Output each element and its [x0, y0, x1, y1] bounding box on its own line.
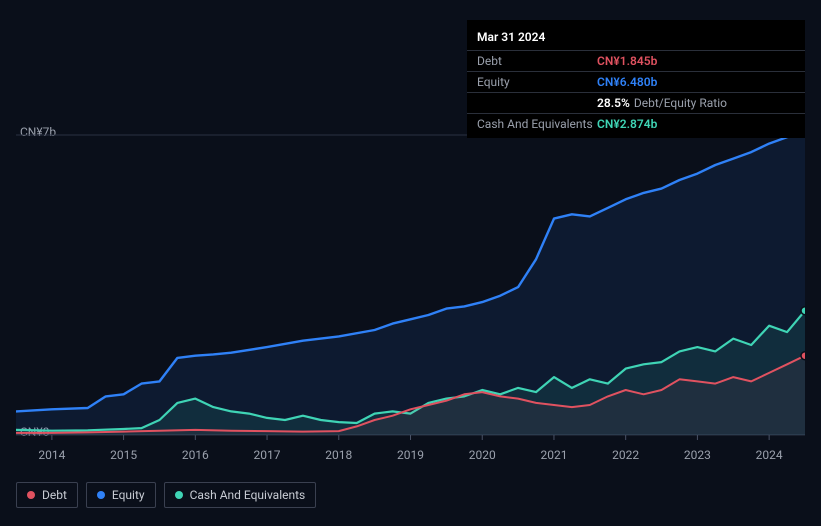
x-axis: 2014 2015 2016 2017 2018 2019 2020 2021 2022 2023… — [16, 448, 805, 468]
tooltip-panel: Mar 31 2024 Debt CN¥1.845b Equity CN¥6.4… — [467, 20, 805, 138]
tooltip-value-debt: CN¥1.845b — [597, 54, 657, 68]
legend-item-debt[interactable]: Debt — [16, 482, 78, 508]
x-tick-label: 2014 — [38, 448, 65, 462]
legend-item-equity[interactable]: Equity — [86, 482, 156, 508]
legend-label-equity: Equity — [112, 488, 145, 502]
chart-container: Mar 31 2024 Debt CN¥1.845b Equity CN¥6.4… — [0, 0, 821, 526]
tooltip-row-ratio: 28.5%Debt/Equity Ratio — [467, 92, 805, 113]
x-tick-label: 2018 — [325, 448, 352, 462]
dot-icon — [97, 491, 105, 499]
chart-plot — [16, 125, 805, 445]
x-tick-label: 2020 — [469, 448, 496, 462]
x-tick-label: 2015 — [110, 448, 137, 462]
chart-svg — [16, 125, 805, 445]
tooltip-date: Mar 31 2024 — [467, 26, 805, 50]
x-tick-label: 2016 — [182, 448, 209, 462]
tooltip-row-debt: Debt CN¥1.845b — [467, 50, 805, 71]
legend-label-debt: Debt — [42, 488, 67, 502]
tooltip-row-cash: Cash And Equivalents CN¥2.874b — [467, 113, 805, 134]
legend-label-cash: Cash And Equivalents — [190, 488, 306, 502]
dot-icon — [175, 491, 183, 499]
legend-item-cash[interactable]: Cash And Equivalents — [164, 482, 317, 508]
tooltip-ratio-sub: Debt/Equity Ratio — [630, 96, 727, 110]
tooltip-value-ratio: 28.5%Debt/Equity Ratio — [597, 96, 727, 110]
x-tick-label: 2019 — [397, 448, 424, 462]
x-tick-label: 2024 — [756, 448, 783, 462]
tooltip-row-equity: Equity CN¥6.480b — [467, 71, 805, 92]
dot-icon — [27, 491, 35, 499]
x-tick-label: 2023 — [684, 448, 711, 462]
tooltip-label-equity: Equity — [477, 75, 597, 89]
tooltip-value-equity: CN¥6.480b — [597, 75, 657, 89]
legend: Debt Equity Cash And Equivalents — [16, 482, 316, 508]
tooltip-label-ratio — [477, 96, 597, 110]
x-tick-label: 2017 — [254, 448, 281, 462]
tooltip-value-cash: CN¥2.874b — [597, 117, 657, 131]
x-tick-label: 2021 — [540, 448, 567, 462]
tooltip-label-cash: Cash And Equivalents — [477, 117, 597, 131]
tooltip-ratio-pct: 28.5% — [597, 96, 630, 110]
tooltip-label-debt: Debt — [477, 54, 597, 68]
x-tick-label: 2022 — [612, 448, 639, 462]
